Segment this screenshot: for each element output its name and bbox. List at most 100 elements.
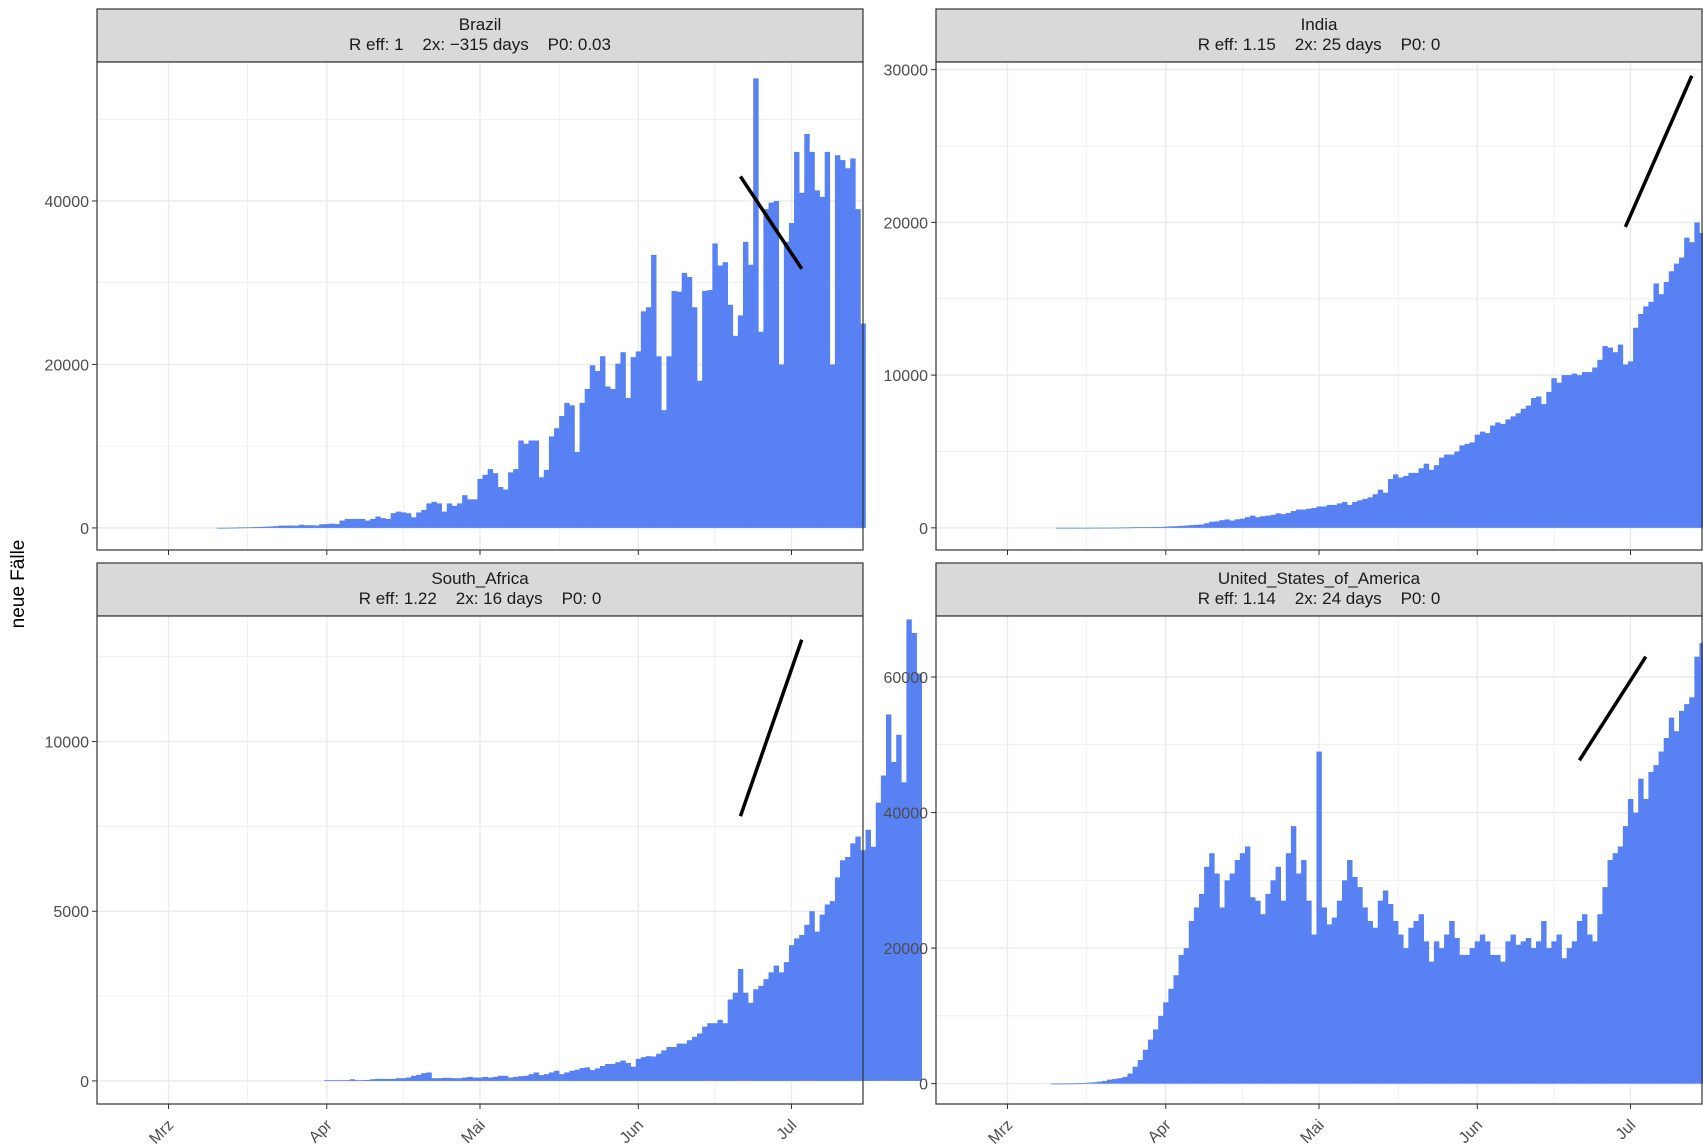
bar — [1530, 398, 1537, 528]
bar — [1209, 853, 1215, 1084]
bar — [1546, 948, 1552, 1084]
bar — [1403, 948, 1409, 1084]
bar — [390, 513, 397, 528]
bar — [1347, 504, 1353, 528]
bar — [262, 526, 269, 528]
bar — [1147, 527, 1154, 528]
bar — [1086, 1082, 1093, 1084]
bar — [1091, 1082, 1098, 1084]
bar — [1689, 242, 1695, 528]
trend-line — [738, 639, 804, 817]
bar — [1433, 941, 1440, 1084]
bar — [1362, 498, 1368, 528]
bar — [451, 1078, 458, 1081]
bar — [1198, 524, 1205, 528]
bar — [1510, 934, 1516, 1084]
bar — [1301, 509, 1307, 528]
bar — [232, 527, 238, 529]
bar — [829, 901, 836, 1081]
bar — [1137, 1059, 1144, 1084]
bar — [385, 1078, 391, 1081]
bar — [788, 945, 795, 1081]
panel-india: India R eff: 1.15 2x: 25 days P0: 0 0 100… — [884, 8, 1703, 555]
bar — [875, 802, 882, 1081]
bar — [1321, 907, 1327, 1084]
bar — [855, 836, 861, 1081]
bar — [697, 1033, 703, 1081]
bar — [411, 1075, 417, 1081]
bar — [533, 1072, 540, 1081]
bar — [809, 151, 815, 528]
bar — [1244, 517, 1251, 528]
bar — [1449, 921, 1455, 1084]
bar — [1316, 506, 1322, 528]
y-axis-label: neue Fälle — [8, 540, 29, 629]
bar — [758, 985, 764, 1081]
bar — [712, 243, 718, 528]
x-tick-label: Mrz — [146, 1117, 177, 1148]
bar — [737, 315, 744, 528]
bar — [681, 1043, 688, 1081]
bar — [845, 856, 851, 1081]
bar — [359, 518, 366, 528]
bar — [1638, 778, 1644, 1084]
bar — [656, 356, 662, 528]
panel-strip — [935, 562, 1703, 617]
bar — [487, 469, 494, 528]
bar — [1076, 1083, 1082, 1085]
plot-area: 0 10000 20000 30000 — [884, 61, 1703, 555]
bar — [1581, 372, 1588, 528]
bar — [615, 1062, 621, 1081]
bar — [1367, 921, 1373, 1084]
bar — [446, 503, 453, 528]
bar — [1107, 1079, 1113, 1084]
bar — [819, 196, 825, 528]
bar — [676, 291, 683, 528]
bar — [783, 241, 790, 528]
bar — [1357, 887, 1363, 1084]
bar — [349, 1079, 356, 1081]
bar — [559, 1074, 565, 1081]
bar — [314, 525, 320, 528]
bar — [1612, 352, 1619, 528]
bar — [1137, 527, 1144, 528]
bar — [584, 388, 591, 528]
bar — [702, 290, 708, 528]
bar — [1341, 880, 1348, 1084]
bar — [1444, 454, 1450, 528]
bar — [308, 525, 315, 528]
panel-strip — [935, 8, 1703, 63]
y-tick-label: 5000 — [53, 904, 89, 921]
bar — [1142, 1049, 1149, 1084]
bar — [773, 965, 780, 1081]
bar — [405, 1077, 412, 1081]
bar — [1147, 1039, 1154, 1084]
bar — [834, 155, 841, 528]
panel-title: United_States_of_America — [1218, 569, 1421, 588]
bar — [482, 474, 488, 528]
x-tick-label: Jun — [617, 1117, 647, 1147]
bar — [1622, 364, 1629, 528]
bar — [1066, 1083, 1072, 1085]
bar — [375, 516, 381, 528]
bar — [446, 1077, 453, 1081]
bar — [1387, 904, 1394, 1084]
bar — [1479, 431, 1486, 528]
bar — [1270, 880, 1276, 1084]
bar — [1694, 656, 1700, 1084]
bar — [1663, 738, 1670, 1084]
bar — [339, 520, 345, 528]
bar — [513, 1076, 519, 1081]
bar — [1265, 515, 1271, 528]
bar — [1158, 526, 1164, 528]
bar — [1367, 497, 1373, 528]
bar — [1673, 263, 1680, 528]
bar — [1546, 391, 1552, 528]
bar — [1505, 941, 1511, 1084]
bar — [635, 1058, 642, 1081]
panel-united-states: United_States_of_America R eff: 1.14 2x:… — [884, 562, 1703, 1148]
bar — [1684, 237, 1690, 528]
bar — [584, 1067, 591, 1081]
bar — [1510, 416, 1516, 528]
bar — [1132, 1066, 1139, 1084]
